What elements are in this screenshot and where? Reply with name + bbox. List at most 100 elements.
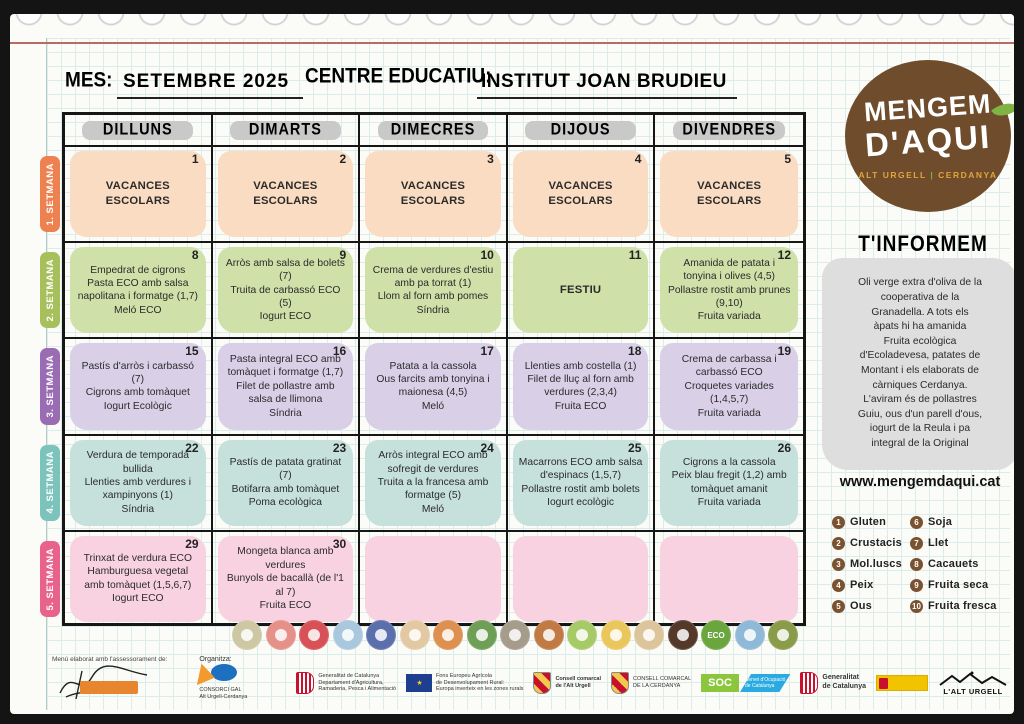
allergen-item: 10 Fruita fresca xyxy=(910,596,1014,616)
consell-alt-urgell-logo: Consell comarcal de l'Alt Urgell xyxy=(533,672,601,694)
menu-text: Pastís d'arròs i carbassó (7) Cigrons am… xyxy=(81,360,194,412)
menu-text: VACANCES ESCOLARS xyxy=(253,180,318,208)
website-link[interactable]: www.mengemdaqui.cat xyxy=(839,474,1001,490)
menu-calendar: DILLUNS DIMARTS DIMECRES DIJOUS DIVENDRE… xyxy=(40,112,806,626)
header-highlight xyxy=(82,121,194,140)
milk-jug-icon xyxy=(734,620,765,650)
week-label-5: 5. SETMANA xyxy=(40,540,60,617)
week-label-2: 2. SETMANA xyxy=(40,252,60,329)
wheat-icon xyxy=(433,620,463,650)
month-label: MES: xyxy=(65,68,113,92)
consorci-gal-logo xyxy=(197,663,286,689)
day-cell-15: 15 Pastís d'arròs i carbassó (7) Cigrons … xyxy=(65,339,213,434)
allergen-number-badge: 7 xyxy=(910,536,923,550)
crest-icon xyxy=(533,672,552,694)
day-header-dimarts: DIMARTS xyxy=(213,115,361,145)
menu-text: Amanida de patata i tonyina i olives (4,… xyxy=(667,257,791,323)
menu-text: Arròs amb salsa de bolets (7) Truita de … xyxy=(225,257,345,323)
logo-subtitle: ALT URGELL | CERDANYA xyxy=(858,169,998,180)
spain-government-logo xyxy=(876,675,928,691)
day-number: 30 xyxy=(332,536,347,551)
day-cell-25: 25 Macarrons ECO amb salsa d'espinacs (1,… xyxy=(508,435,656,530)
allergen-item: 8 Cacauets xyxy=(910,554,1014,574)
calendar-header-row: DILLUNS DIMARTS DIMECRES DIJOUS DIVENDRE… xyxy=(65,115,803,147)
day-number: 10 xyxy=(480,248,494,263)
day-cell-30: 30 Mongeta blanca amb verdures Bunyols de… xyxy=(213,531,361,626)
allergen-number-badge: 1 xyxy=(832,515,845,529)
allergen-item: 2 Crustacis xyxy=(832,533,910,553)
allergen-legend: 1 Gluten 2 Crustacis 3 Mol.luscs 4 Peix 5 Ous… xyxy=(832,512,1014,616)
day-cell-empty-3 xyxy=(655,532,803,626)
legumes-icon xyxy=(500,620,530,650)
day-cell-empty-1 xyxy=(360,531,508,626)
day-number: 19 xyxy=(777,344,791,359)
vegetables-icon xyxy=(466,620,497,650)
menu-text: Cigrons a la cassola Peix blau fregit (1… xyxy=(671,456,787,509)
day-cell-10: 10 Crema de verdures d'estiu amb pa torra… xyxy=(360,243,508,338)
triangle-icon xyxy=(197,663,218,689)
day-header-dijous: DIJOUS xyxy=(508,115,656,145)
breadsticks-icon xyxy=(366,620,396,650)
day-number: 18 xyxy=(628,344,642,359)
day-cell-8: 8 Empedrat de cigrons Pasta ECO amb salsa… xyxy=(65,243,213,338)
menu-text: Crema de carbassa i carbassó ECO Croquet… xyxy=(681,354,777,419)
menu-text: Macarrons ECO amb salsa d'espinacs (1,5,… xyxy=(518,456,643,509)
advisor-block: Menú elaborat amb l'assessorament de: xyxy=(52,656,189,710)
allergen-item: 6 Soja xyxy=(910,512,1014,532)
info-box: Oli verge extra d'oliva de la cooperativ… xyxy=(822,258,1014,470)
senyera-icon xyxy=(800,672,819,694)
day-number: 2 xyxy=(339,152,347,166)
organizer-label: Organitza: xyxy=(199,656,232,663)
soc-badge: SOC xyxy=(701,674,739,692)
grain-icon xyxy=(232,620,262,650)
logo-line2: D'AQUI xyxy=(864,96,1014,164)
day-cell-empty-2 xyxy=(508,531,656,626)
day-number: 16 xyxy=(332,344,347,359)
allergen-item: 5 Ous xyxy=(832,596,910,616)
menu-page: MES: SETEMBRE 2025 CENTRE EDUCATIU: INST… xyxy=(10,14,1014,714)
day-number: 1 xyxy=(191,152,199,166)
menu-text: Trinxat de verdura ECO Hamburguesa veget… xyxy=(83,553,192,605)
advisor-signature-scribble xyxy=(52,663,172,703)
menu-text: VACANCES ESCOLARS xyxy=(105,180,170,208)
menu-text: VACANCES ESCOLARS xyxy=(548,180,613,208)
alt-urgell-tourism-logo: L'ALT URGELL xyxy=(938,671,1008,696)
week-label-4: 4. SETMANA xyxy=(40,444,60,521)
day-cell-12: 12 Amanida de patata i tonyina i olives (… xyxy=(655,243,803,337)
day-cell-18: 18 Llenties amb costella (1) Filet de llu… xyxy=(508,339,656,434)
fish-icon xyxy=(332,620,363,650)
allergen-number-badge: 8 xyxy=(910,557,923,571)
day-number: 11 xyxy=(628,248,642,263)
menu-text: Patata a la cassola Ous farcits amb tony… xyxy=(376,360,490,412)
food-icon-strip: ECO xyxy=(232,620,798,650)
gencat-logo: Generalitat de Catalunya xyxy=(800,672,866,694)
day-cell-23: 23 Pastís de patata gratinat (7) Botifarr… xyxy=(213,435,361,530)
day-number: 4 xyxy=(634,152,642,166)
menu-text: Verdura de temporada bullida Llenties am… xyxy=(84,450,192,515)
day-number: 26 xyxy=(777,440,791,455)
menu-text: Crema de verdures d'estiu amb pa torrat … xyxy=(372,264,494,316)
allergen-item: 3 Mol.luscs xyxy=(832,554,910,574)
day-number: 15 xyxy=(185,344,199,359)
day-cell-3: 3 VACANCES ESCOLARS xyxy=(360,147,508,242)
day-cell-29: 29 Trinxat de verdura ECO Hamburguesa veg… xyxy=(65,531,213,626)
crest-icon xyxy=(610,672,629,694)
menu-text: Pasta integral ECO amb tomàquet i format… xyxy=(227,354,344,419)
allergen-number-badge: 2 xyxy=(832,536,845,550)
day-number: 17 xyxy=(480,344,494,359)
day-number: 25 xyxy=(628,440,642,455)
day-number: 8 xyxy=(191,248,199,263)
day-number: 3 xyxy=(487,152,494,166)
oval-icon xyxy=(211,663,238,681)
advisor-label: Menú elaborat amb l'assessorament de: xyxy=(52,656,168,663)
mengem-daqui-logo: MENGEM D'AQUI ALT URGELL | CERDANYA xyxy=(845,60,1014,212)
eco-icon: ECO xyxy=(701,620,731,650)
apple-icon xyxy=(567,620,597,650)
allergen-item: 4 Peix xyxy=(832,575,910,595)
day-header-dilluns: DILLUNS xyxy=(65,115,213,145)
menu-text: VACANCES ESCOLARS xyxy=(697,180,762,208)
potatoes-icon xyxy=(634,620,664,650)
notebook-red-line xyxy=(10,42,1014,44)
menu-text: Pastís de patata gratinat (7) Botifarra … xyxy=(229,456,342,509)
oil-bottle-icon xyxy=(768,620,798,650)
